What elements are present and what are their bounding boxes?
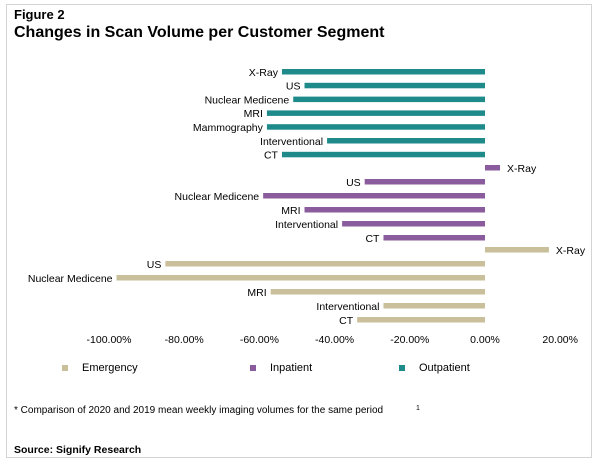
source-credit: Source: Signify Research [14,444,142,456]
label-outpatient-mri: MRI [244,108,263,120]
label-inpatient-interventional: Interventional [275,219,338,231]
bar-emergency-interventional [383,303,485,309]
label-emergency-mri: MRI [247,287,266,299]
legend-label-emergency: Emergency [82,362,138,374]
label-inpatient-mri: MRI [281,205,300,217]
legend-swatch-outpatient [399,365,405,371]
legend-swatch-inpatient [250,365,256,371]
bar-inpatient-us [364,179,485,185]
legend-swatch-emergency [62,365,68,371]
label-emergency-interventional: Interventional [316,301,379,313]
x-tick-label: -40.00% [315,334,354,346]
legend-outpatient: Outpatient [399,362,470,374]
bar-emergency-us [165,261,485,267]
x-tick-label: 0.00% [470,334,500,346]
label-inpatient-ct: CT [365,233,380,245]
bar-inpatient-mri [304,207,485,213]
bars-layer [116,69,549,323]
x-tick-label: -20.00% [390,334,429,346]
bar-inpatient-ct [383,235,485,241]
legend-label-inpatient: Inpatient [270,362,313,374]
label-outpatient-x-ray: X-Ray [249,67,279,79]
label-emergency-us: US [147,259,162,271]
label-outpatient-us: US [286,81,301,93]
bar-outpatient-mammography [266,124,485,130]
bar-emergency-ct [357,317,485,323]
label-emergency-nuclear-medicene: Nuclear Medicene [28,273,113,285]
label-emergency-x-ray: X-Ray [556,245,586,257]
bar-emergency-mri [270,289,485,295]
bar-outpatient-interventional [327,138,485,144]
label-inpatient-x-ray: X-Ray [507,163,537,175]
label-inpatient-nuclear-medicene: Nuclear Medicene [175,191,260,203]
x-tick-label: 20.00% [542,334,578,346]
bar-emergency-nuclear-medicene [116,275,486,281]
label-outpatient-nuclear-medicene: Nuclear Medicene [205,94,290,106]
figure-frame [6,4,592,458]
figure-label: Figure 2 [14,7,65,22]
label-outpatient-interventional: Interventional [260,136,323,148]
bar-emergency-x-ray [485,247,549,253]
legend-emergency: Emergency [62,362,138,374]
bar-outpatient-nuclear-medicene [293,96,485,103]
footnote: * Comparison of 2020 and 2019 mean weekl… [14,405,384,416]
label-emergency-ct: CT [339,315,354,327]
x-axis-ticks: -100.00% -80.00% -60.00% -40.00% -20.00% 0.00… [87,334,578,346]
bar-inpatient-interventional [342,221,485,227]
label-inpatient-us: US [346,177,361,189]
bar-outpatient-ct [281,151,485,158]
legend-label-outpatient: Outpatient [419,362,470,374]
bar-outpatient-us [304,82,485,89]
bar-inpatient-nuclear-medicene [263,193,485,199]
x-tick-label: -60.00% [240,334,279,346]
bar-outpatient-x-ray [281,69,485,75]
label-outpatient-mammography: Mammography [193,122,264,134]
footnote-mark: 1 [416,405,420,412]
legend-inpatient: Inpatient [250,362,312,374]
bar-inpatient-x-ray [485,165,501,171]
x-tick-label: -80.00% [165,334,204,346]
chart-title: Changes in Scan Volume per Customer Segm… [14,24,385,41]
label-outpatient-ct: CT [264,150,279,162]
bar-outpatient-mri [266,110,485,116]
x-tick-label: -100.00% [87,334,132,346]
